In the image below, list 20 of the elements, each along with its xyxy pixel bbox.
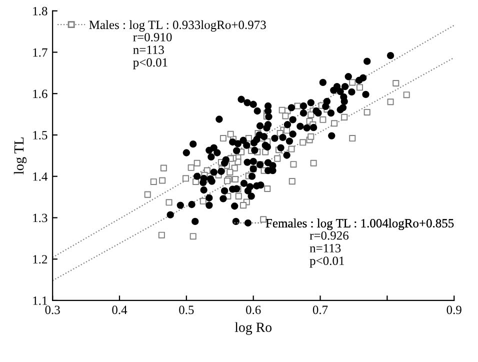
- x-tick-label: 0.9: [446, 306, 462, 314]
- annotation: r=0.910 n=113 p<0.01: [133, 32, 172, 70]
- x-tick-label: 0.7: [312, 306, 328, 314]
- y-tick-label: 1.5: [33, 131, 48, 140]
- y-tick-label: 1.1: [33, 296, 47, 305]
- annotation: r=0.926 n=113 p<0.01: [310, 231, 349, 268]
- legend-label: Females : log TL : 1.004logRo+0.855: [266, 218, 454, 230]
- x-tick-label: 0.3: [45, 306, 60, 314]
- x-tick-label: 0.6: [246, 306, 261, 314]
- y-tick-label: 1.6: [33, 90, 48, 98]
- legend-label: Males : log TL : 0.933logRo+0.973: [89, 20, 266, 32]
- x-tick-label: 0.4: [112, 306, 128, 314]
- y-axis-title: log TL: [14, 138, 27, 174]
- y-tick-label: 1.4: [33, 172, 48, 181]
- y-tick-label: 1.7: [33, 48, 48, 57]
- y-tick-label: 1.2: [33, 255, 48, 264]
- y-tick-label: 1.3: [33, 214, 48, 222]
- x-tick-label: 0.5: [179, 306, 194, 314]
- x-axis-title: log Ro: [234, 322, 272, 335]
- y-tick-label: 1.8: [33, 6, 48, 16]
